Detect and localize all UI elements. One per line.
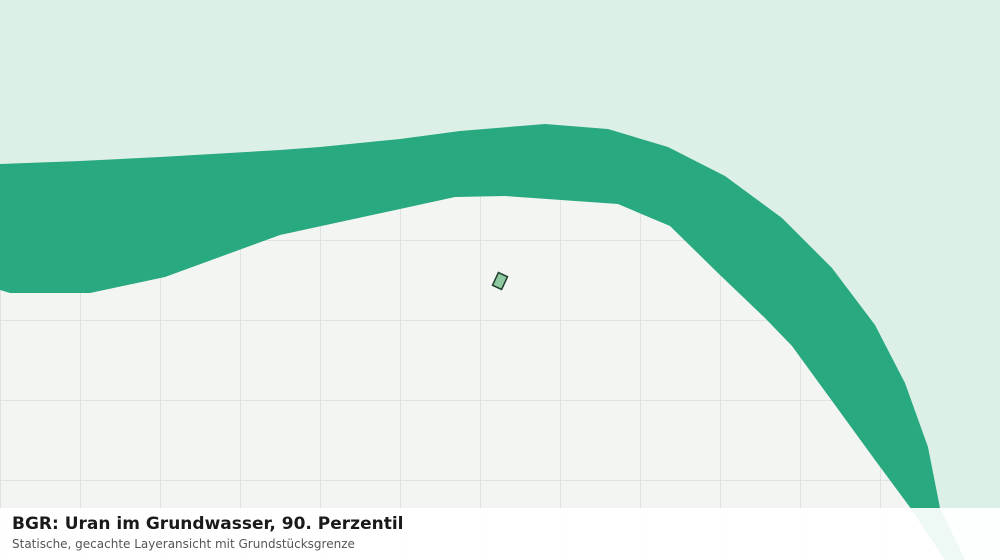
- map-subtitle: Statische, gecachte Layeransicht mit Gru…: [12, 537, 355, 551]
- caption-panel: [0, 508, 1000, 560]
- high-zone: [0, 124, 965, 560]
- map-title: BGR: Uran im Grundwasser, 90. Perzentil: [12, 514, 404, 534]
- parcel-boundary: [491, 271, 509, 291]
